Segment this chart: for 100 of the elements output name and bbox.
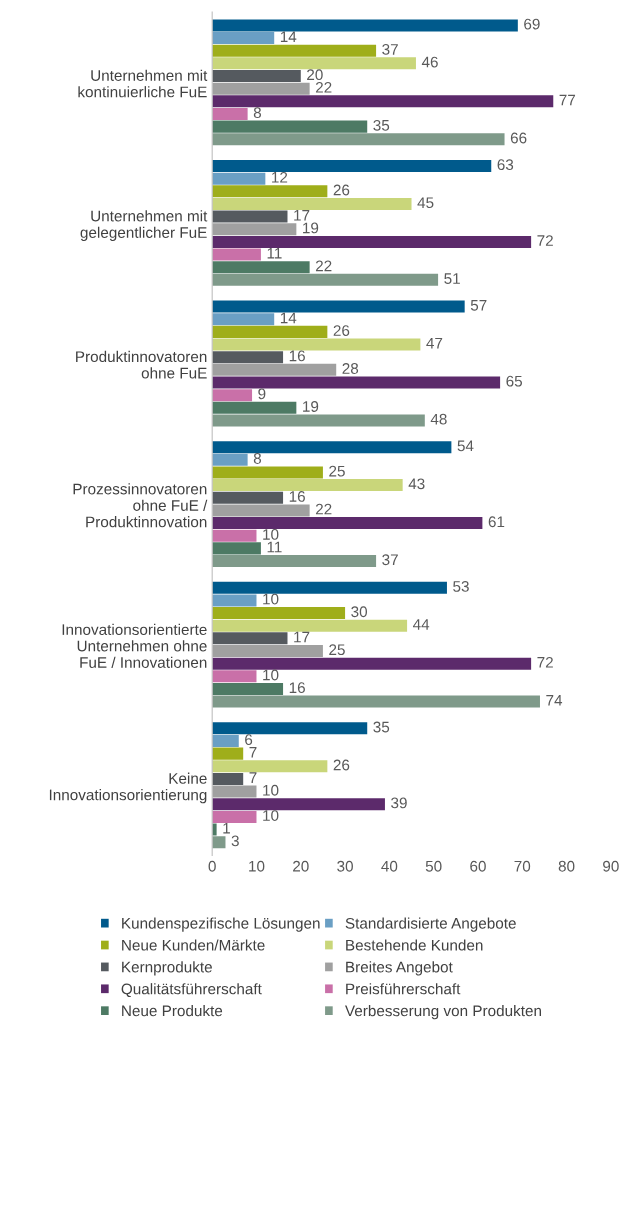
bar	[212, 823, 217, 836]
bar	[212, 300, 465, 313]
bar	[212, 401, 297, 414]
data-label: 20	[307, 69, 323, 81]
data-label: 44	[413, 619, 430, 630]
data-label: 47	[426, 337, 443, 349]
data-label: 43	[408, 478, 425, 490]
x-tick-label: 40	[381, 860, 398, 872]
data-label: 74	[546, 695, 563, 706]
bar	[212, 313, 275, 326]
bar	[212, 542, 261, 555]
data-label: 25	[329, 465, 345, 477]
data-label: 17	[294, 631, 310, 643]
data-label: 77	[559, 94, 576, 106]
bar	[212, 517, 483, 530]
y-tick-label: Innovationsorientierte Unternehmen ohne FuE / Innovationen	[62, 623, 207, 668]
legend-label: Breites Angebot	[346, 961, 453, 976]
data-label: 22	[315, 81, 332, 93]
data-label: 16	[289, 682, 305, 694]
legend-label: Standardisierte Angebote	[345, 917, 516, 932]
bar	[212, 722, 368, 735]
data-label: 45	[417, 197, 434, 209]
data-label: 69	[524, 18, 540, 30]
bar	[212, 223, 297, 236]
bar	[212, 491, 284, 504]
bar	[212, 210, 288, 223]
data-label: 48	[430, 413, 447, 425]
bar	[212, 644, 323, 658]
bar	[212, 133, 505, 146]
bar	[212, 453, 248, 466]
data-label: 72	[537, 235, 553, 246]
bar	[212, 798, 385, 811]
data-label: 10	[263, 669, 279, 681]
data-label: 10	[263, 529, 279, 540]
data-label: 26	[333, 184, 350, 196]
data-label: 54	[457, 440, 474, 452]
bar	[212, 107, 248, 120]
data-label: 25	[329, 644, 345, 656]
bar	[212, 479, 403, 492]
y-tick-label: Produktinnovatoren ohne FuE	[76, 350, 207, 379]
data-label: 17	[294, 210, 310, 221]
data-label: 65	[506, 375, 523, 387]
x-tick-label: 80	[558, 860, 575, 872]
legend-label: Neue Produkte	[122, 1005, 223, 1017]
bar	[212, 619, 408, 632]
x-tick-label: 30	[337, 860, 353, 872]
data-label: 37	[382, 554, 398, 566]
data-label: 28	[342, 363, 359, 374]
data-label: 30	[351, 606, 368, 618]
bar	[212, 32, 275, 45]
data-label: 7	[249, 747, 257, 758]
bar	[212, 504, 310, 517]
data-label: 3	[231, 835, 239, 847]
data-label: 57	[470, 300, 487, 311]
data-label: 63	[497, 159, 514, 171]
data-label: 19	[303, 222, 319, 234]
bar	[212, 197, 412, 210]
data-label: 11	[267, 541, 282, 553]
bar	[212, 632, 288, 645]
legend-label: Neue Kunden/Märkte	[122, 939, 265, 951]
bar	[212, 414, 425, 427]
legend-label: Kundenspezifische Lösungen	[122, 917, 320, 932]
bar	[212, 235, 532, 248]
bar	[212, 695, 540, 708]
legend-label: Bestehende Kunden	[346, 939, 483, 951]
x-tick-label: 20	[293, 860, 309, 872]
bar	[212, 466, 323, 479]
legend-label: Kernprodukte	[122, 961, 212, 976]
data-label: 22	[315, 503, 332, 515]
bar	[212, 555, 377, 568]
x-tick-label: 70	[514, 860, 531, 872]
y-tick-label: Keine Innovationsorientierung	[49, 772, 207, 804]
data-label: 37	[382, 43, 398, 55]
data-label: 8	[253, 453, 262, 464]
data-label: 35	[373, 119, 390, 131]
bar	[212, 747, 244, 760]
bar	[212, 172, 266, 185]
bar	[212, 376, 501, 389]
bar	[212, 325, 328, 338]
data-label: 10	[263, 593, 279, 605]
bar	[212, 159, 492, 172]
data-label: 35	[373, 721, 390, 733]
bar	[212, 734, 239, 747]
bar	[212, 670, 257, 683]
x-tick-label: 50	[425, 860, 442, 872]
x-tick-label: 60	[470, 860, 486, 872]
bar	[212, 185, 328, 198]
data-label: 14	[280, 31, 297, 43]
data-label: 10	[263, 810, 279, 821]
data-label: 22	[315, 260, 332, 272]
data-label: 9	[258, 388, 266, 400]
data-label: 46	[421, 56, 438, 68]
bar	[212, 261, 310, 274]
bar	[212, 581, 447, 594]
data-label: 39	[391, 797, 407, 809]
bar	[212, 772, 244, 785]
bar	[212, 363, 337, 376]
bar	[212, 120, 368, 133]
bar	[212, 389, 253, 402]
bar	[212, 70, 301, 83]
